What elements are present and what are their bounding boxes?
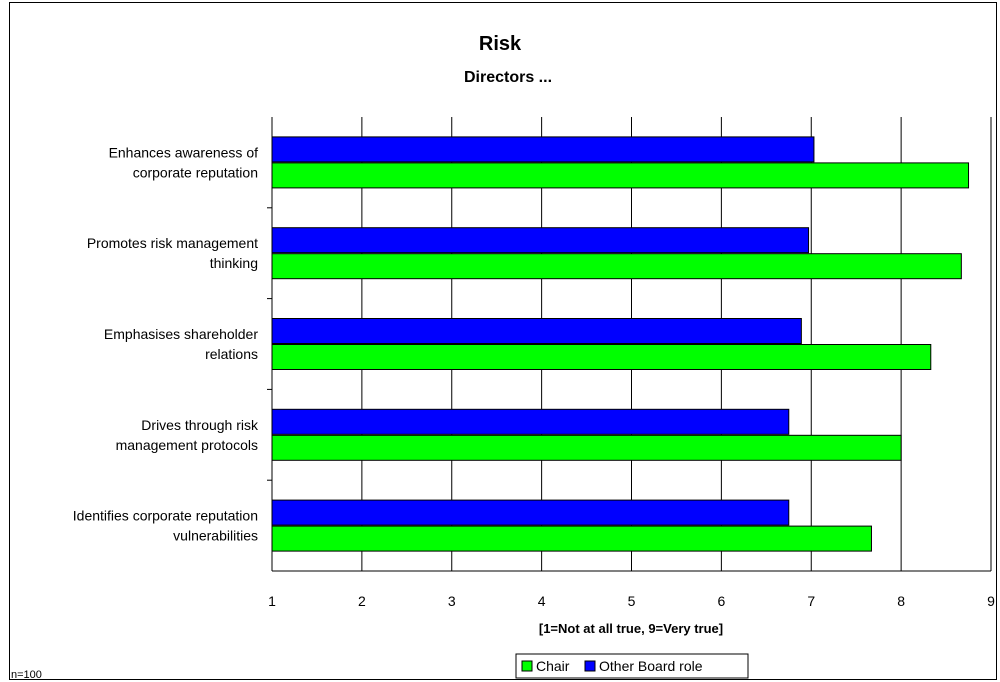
legend-swatch-chair xyxy=(521,660,533,672)
bar-chair-3 xyxy=(271,434,902,461)
bar-chair-2 xyxy=(271,344,932,370)
bar-other-board-role-4 xyxy=(271,499,790,526)
legend: Chair Other Board role xyxy=(515,653,749,679)
legend-label-other-board-role: Other Board role xyxy=(599,658,703,674)
category-label-line: Identifies corporate reputation xyxy=(73,508,258,524)
category-label-2: Emphasises shareholder relations xyxy=(104,326,258,362)
bar-other-board-role-0 xyxy=(271,136,815,163)
category-label-line: Emphasises shareholder xyxy=(104,326,258,342)
plot-area: 1 2 3 4 5 6 7 8 9 Enhances awareness of corporate … xyxy=(73,117,995,609)
x-axis-title: [1=Not at all true, 9=Very true] xyxy=(539,621,723,636)
category-label-line: corporate reputation xyxy=(133,164,258,180)
x-tick-label-9: 9 xyxy=(987,593,995,609)
chart-title: Risk xyxy=(479,33,522,55)
category-label-line: management protocols xyxy=(116,437,258,453)
x-tick-label-3: 3 xyxy=(448,593,456,609)
bar-chair-0 xyxy=(271,162,970,189)
category-label-3: Drives through risk management protocols xyxy=(116,417,259,453)
x-tick-label-2: 2 xyxy=(358,593,366,609)
x-tick-label-7: 7 xyxy=(807,593,815,609)
category-label-line: thinking xyxy=(210,255,258,271)
bar-other-board-role-2 xyxy=(271,318,802,344)
chart-subtitle: Directors ... xyxy=(464,69,552,86)
category-label-line: vulnerabilities xyxy=(173,528,258,544)
category-label-line: relations xyxy=(205,346,258,362)
bar-other-board-role-3 xyxy=(271,408,790,435)
chart-frame xyxy=(9,2,997,680)
category-label-1: Promotes risk management thinking xyxy=(87,235,258,271)
sample-size-note: n=100 xyxy=(11,669,42,681)
legend-swatch-other-board-role xyxy=(584,660,596,672)
category-label-line: Promotes risk management xyxy=(87,235,258,251)
category-label-line: Enhances awareness of xyxy=(109,144,259,160)
category-label-0: Enhances awareness of corporate reputatio… xyxy=(109,144,259,180)
category-label-4: Identifies corporate reputation vulnerabi… xyxy=(73,508,258,544)
legend-label-chair: Chair xyxy=(536,658,570,674)
bar-chair-1 xyxy=(271,253,962,280)
bar-chair-4 xyxy=(271,525,872,552)
x-tick-label-4: 4 xyxy=(538,593,546,609)
x-tick-label-6: 6 xyxy=(717,593,725,609)
x-tick-label-8: 8 xyxy=(897,593,905,609)
x-tick-label-1: 1 xyxy=(268,593,276,609)
x-tick-label-5: 5 xyxy=(628,593,636,609)
legend-box xyxy=(515,653,749,679)
bar-other-board-role-1 xyxy=(271,227,810,254)
category-label-line: Drives through risk xyxy=(141,417,259,433)
